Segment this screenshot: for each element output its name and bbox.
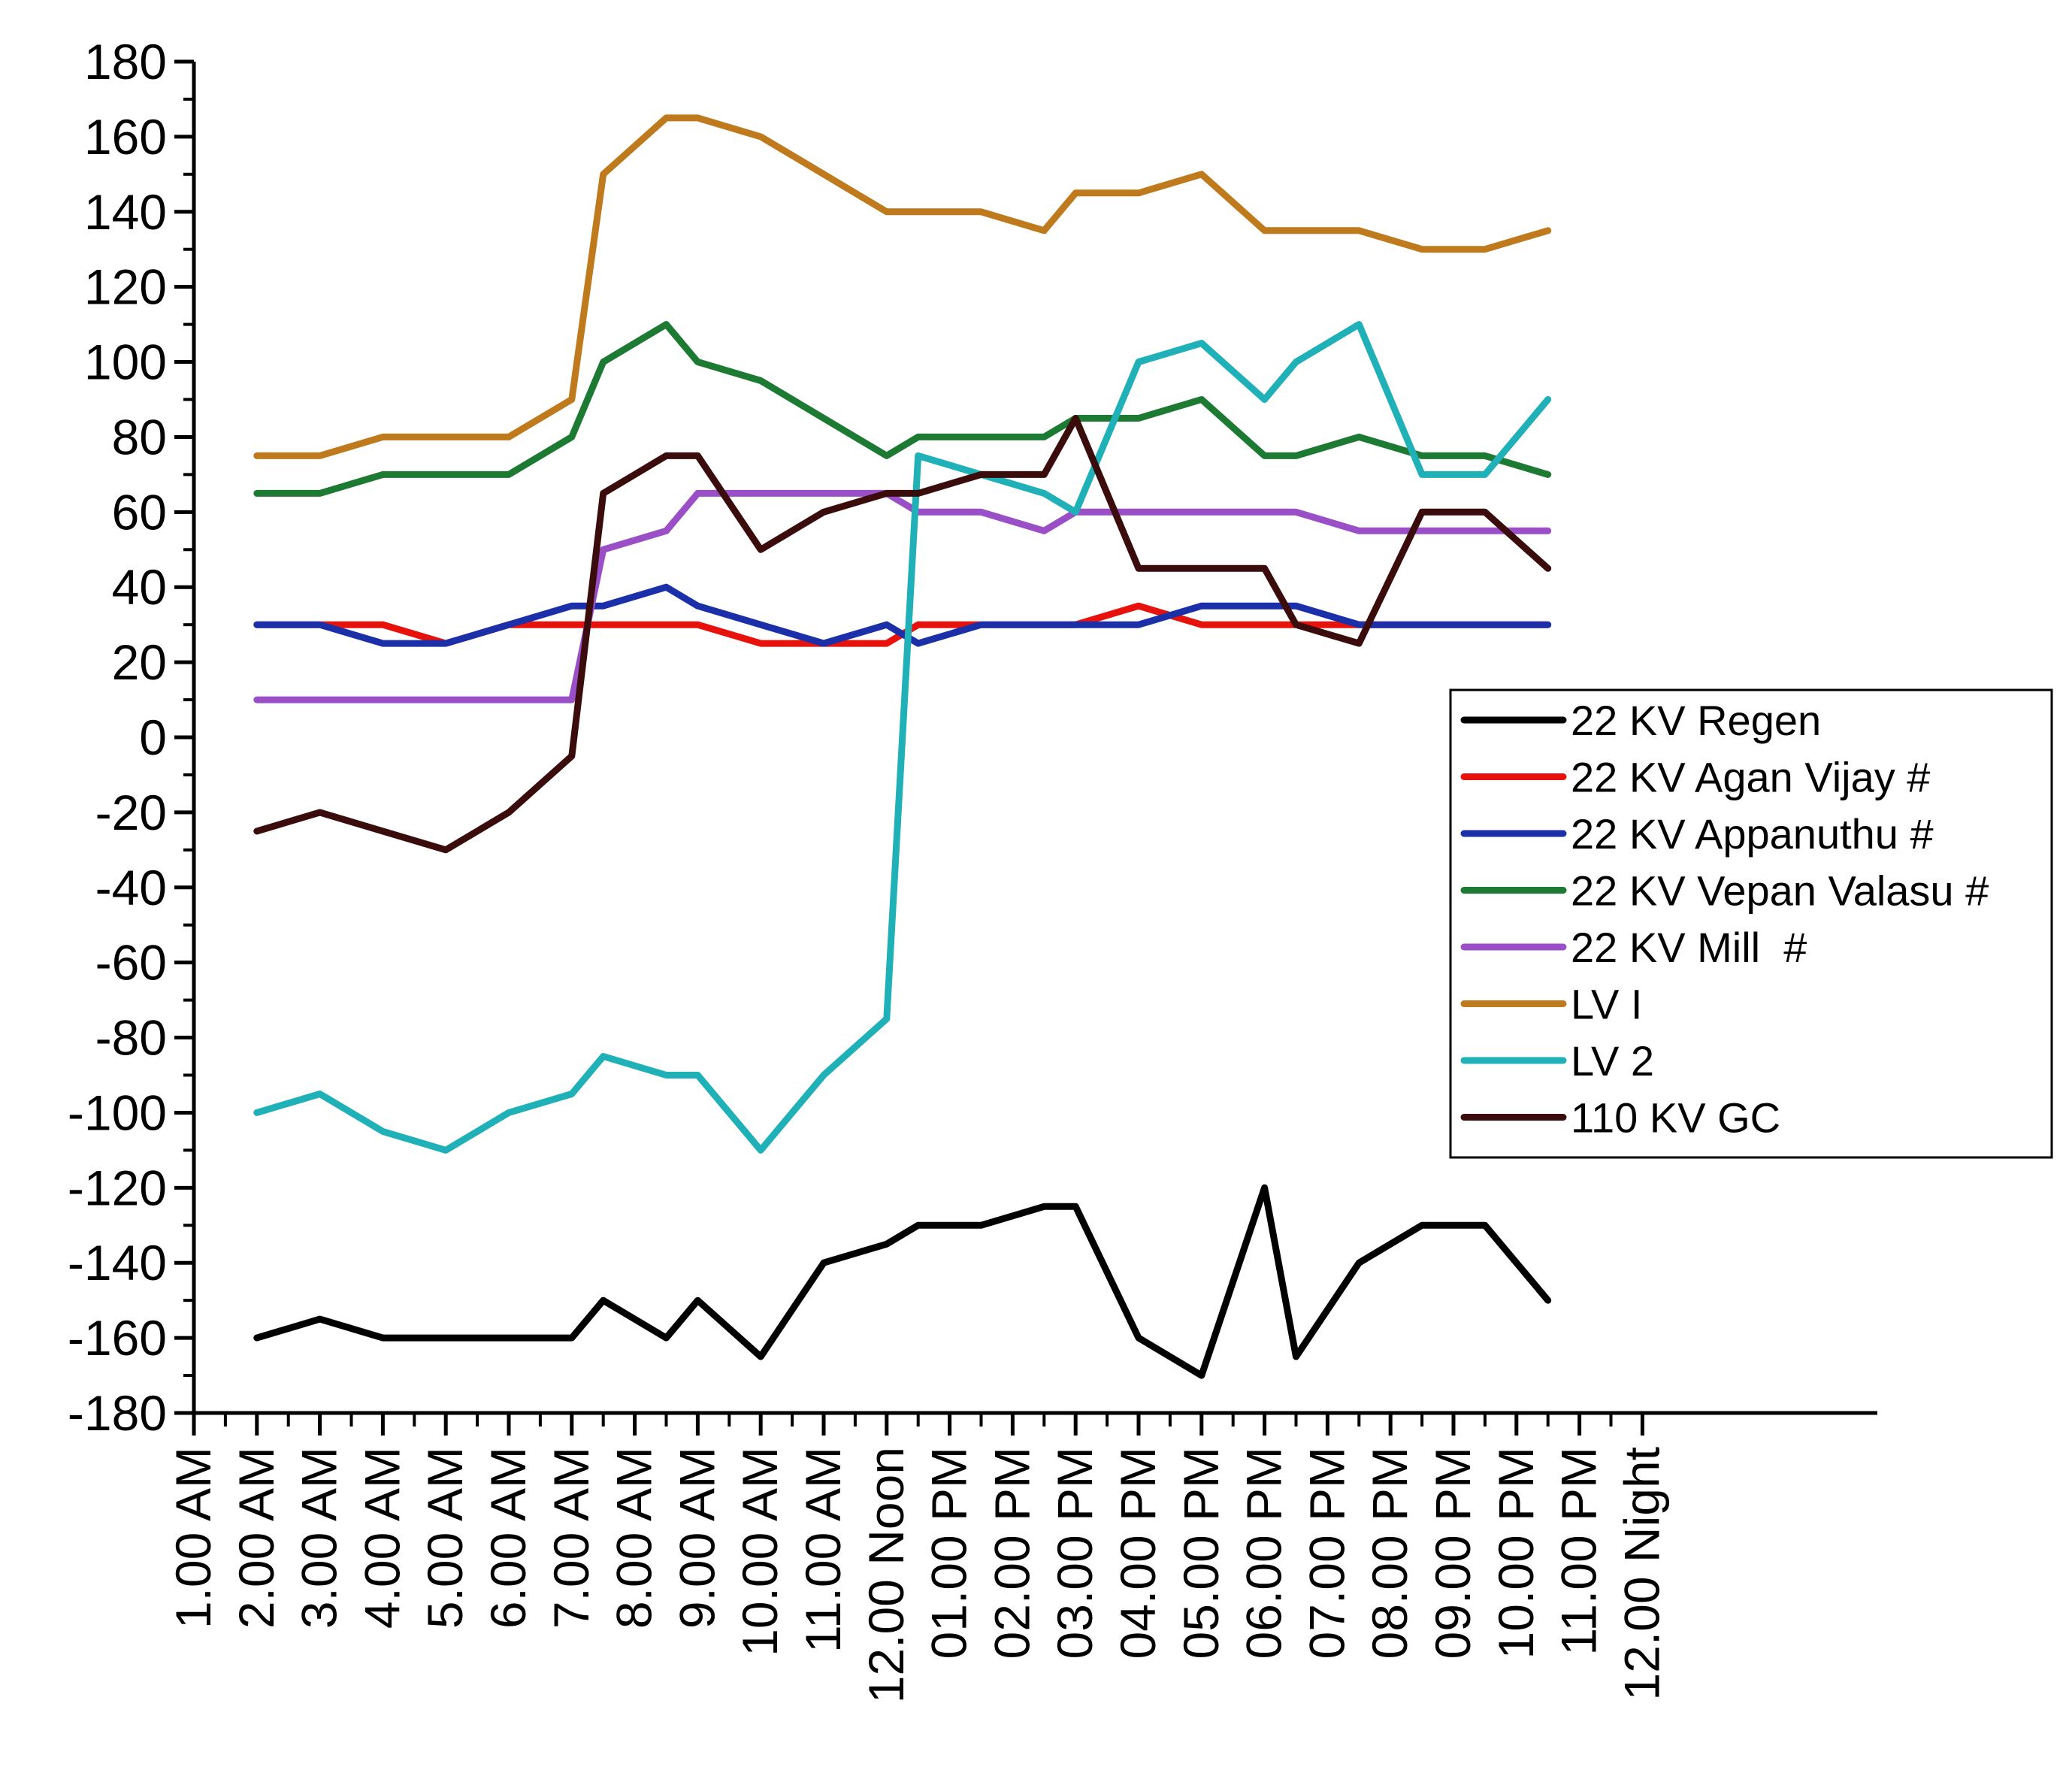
y-axis-ticks: 180 160 140 120 100 80 60 40 20 0 -20 -40 -60 -80 -100…: [68, 34, 194, 1441]
x-tick-label: 11.00 AM: [795, 1447, 851, 1653]
y-tick-label: -60: [95, 935, 167, 991]
y-tick-label: 180: [84, 34, 167, 89]
y-tick-label: 80: [112, 409, 167, 464]
y-tick-label: 60: [112, 484, 167, 540]
series-line-4: [253, 321, 1552, 497]
y-tick-label: -180: [68, 1385, 167, 1441]
legend-label: 22 KV Agan Vijay #: [1571, 754, 1930, 801]
series-line-8: [253, 415, 1552, 854]
y-tick-label: -100: [68, 1085, 167, 1140]
series-line-7: [253, 321, 1552, 1154]
legend-label: 110 KV GC: [1571, 1094, 1780, 1142]
x-tick-label: 04.00 PM: [1110, 1447, 1166, 1659]
series-line-1: [253, 1184, 1552, 1379]
series-line-5: [253, 489, 1552, 703]
legend-label: 22 KV Mill #: [1571, 924, 1807, 971]
x-tick-label: 4.00 AM: [354, 1447, 410, 1629]
x-tick-label: 8.00 AM: [606, 1447, 662, 1629]
x-tick-label: 7.00 AM: [543, 1447, 599, 1629]
x-tick-label: 06.00 PM: [1236, 1447, 1292, 1659]
y-tick-label: -160: [68, 1310, 167, 1366]
x-tick-label: 07.00 PM: [1299, 1447, 1354, 1659]
legend-label: 22 KV Regen: [1571, 697, 1821, 744]
series-lines: [253, 114, 1552, 1379]
x-axis-ticks: 1.00 AM 2.00 AM 3.00 AM 4.00 AM 5.00 AM 6.00 …: [165, 1413, 1669, 1703]
y-tick-label: -40: [95, 860, 167, 915]
series-line-3: [253, 583, 1552, 647]
series-line-6: [253, 114, 1552, 459]
x-tick-label: 5.00 AM: [417, 1447, 473, 1629]
y-tick-label: -20: [95, 785, 167, 840]
y-tick-label: 120: [84, 259, 167, 315]
x-tick-label: 05.00 PM: [1173, 1447, 1229, 1659]
x-tick-label: 03.00 PM: [1047, 1447, 1103, 1659]
y-tick-label: 0: [139, 709, 167, 765]
y-tick-label: 40: [112, 559, 167, 615]
x-tick-label: 1.00 AM: [165, 1447, 221, 1629]
y-tick-label: -140: [68, 1235, 167, 1290]
legend-label: 22 KV Vepan Valasu #: [1571, 867, 1989, 915]
y-tick-label: -120: [68, 1160, 167, 1215]
x-tick-label: 08.00 PM: [1362, 1447, 1417, 1659]
x-tick-label: 3.00 AM: [292, 1447, 347, 1629]
x-tick-label: 02.00 PM: [984, 1447, 1039, 1659]
x-tick-label: 10.00 AM: [732, 1447, 788, 1656]
x-tick-label: 12.00 Noon: [858, 1447, 914, 1703]
x-tick-label: 11.00 PM: [1551, 1447, 1607, 1656]
y-tick-label: 140: [84, 184, 167, 240]
x-tick-label: 01.00 PM: [921, 1447, 977, 1659]
legend-label: LV I: [1571, 981, 1642, 1028]
y-tick-label: -80: [95, 1010, 167, 1066]
y-tick-label: 160: [84, 109, 167, 165]
x-tick-label: 6.00 AM: [480, 1447, 536, 1629]
legend-box: [1449, 688, 2053, 1159]
legend-label: LV 2: [1571, 1037, 1654, 1085]
y-tick-label: 100: [84, 334, 167, 390]
x-tick-label: 12.00 Night: [1614, 1447, 1669, 1701]
x-tick-label: 9.00 AM: [669, 1447, 724, 1629]
x-tick-label: 2.00 AM: [228, 1447, 284, 1629]
legend-label: 22 KV Appanuthu #: [1571, 810, 1934, 858]
x-tick-label: 09.00 PM: [1425, 1447, 1481, 1659]
x-tick-label: 10.00 PM: [1488, 1447, 1544, 1659]
y-tick-label: 20: [112, 634, 167, 690]
legend: 22 KV Regen 22 KV Agan Vijay # 22 KV Appan…: [1449, 688, 2053, 1159]
